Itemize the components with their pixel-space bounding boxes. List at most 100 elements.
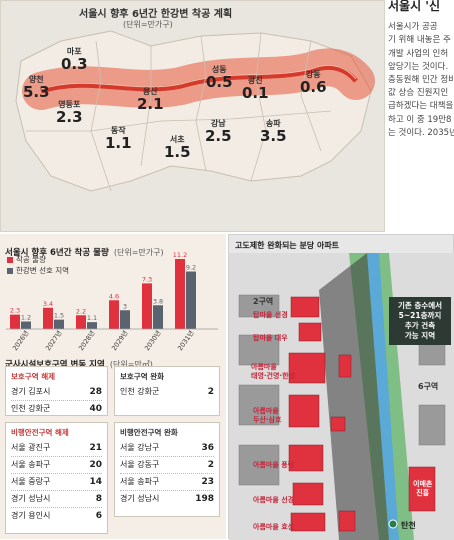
bar-value-label: 2.3 bbox=[10, 307, 20, 315]
district-value: 0.1 bbox=[242, 84, 269, 102]
district-songpa: 송파 3.5 bbox=[260, 118, 287, 144]
article-line: 는 것이다. 2035년까지 bbox=[388, 127, 454, 138]
district-value: 0.5 bbox=[206, 73, 233, 91]
district-value: 1.5 bbox=[164, 143, 191, 161]
bar-preferred bbox=[21, 321, 31, 329]
district-value: 2.3 bbox=[56, 108, 83, 126]
district-value: 2.1 bbox=[137, 95, 164, 113]
table-row: 인천 강화군 2 bbox=[120, 387, 214, 397]
district-name: 성동 bbox=[211, 65, 227, 74]
district-yeongdeungpo: 영등포 2.3 bbox=[56, 99, 83, 125]
bar-preferred bbox=[87, 322, 97, 329]
district-name: 강남 bbox=[210, 119, 226, 128]
bar-value-label: 3.8 bbox=[153, 297, 163, 305]
legend-item-total: 착공 물량 bbox=[7, 254, 69, 265]
bar-value-label: 11.2 bbox=[173, 251, 187, 259]
chart-title: 서울시 향후 6년간 착공 물량 bbox=[5, 248, 109, 258]
table-header: 비행안전구역 완화 bbox=[120, 428, 178, 437]
military-unit: (단위=만㎡) bbox=[109, 360, 153, 369]
article-line: 서울시가 공공 bbox=[388, 22, 438, 33]
bar-value-label: 9.2 bbox=[186, 264, 196, 272]
table-row: 경기 김포시 28 bbox=[11, 387, 102, 397]
article-line: 앞당기는 것이다. bbox=[388, 61, 449, 72]
table-row: 서울 강동구 2 bbox=[120, 460, 214, 470]
military-header: 군사시설보호구역 변동 지역 (단위=만㎡) bbox=[5, 352, 153, 371]
district-name: 용산 bbox=[142, 87, 158, 96]
table-flight-release: 비행안전구역 해제 서울 광진구 21 서울 송파구 20 서울 중랑구 14 경기 … bbox=[5, 422, 108, 534]
height-relief-note: 기존 층수에서 5~21층까지 추가 건축 가능 지역 bbox=[389, 297, 451, 345]
chart-unit: (단위=만가구) bbox=[113, 248, 164, 257]
district-value: 3.5 bbox=[260, 127, 287, 145]
article-line: 값 상승 진원지인 bbox=[388, 88, 449, 99]
bar-value-label: 1.1 bbox=[87, 314, 97, 322]
district-gwangjin: 광진 0.1 bbox=[242, 75, 269, 101]
bar-chart: 2.31.2 2026년 3.41.5 2027년 2.21.1 2028년 4.6 3 202… bbox=[6, 251, 218, 353]
bar-preferred bbox=[54, 319, 64, 329]
x-tick-label: 2030년 bbox=[142, 329, 162, 353]
bar-preferred bbox=[186, 271, 196, 329]
x-tick-label: 2028년 bbox=[76, 329, 96, 353]
bar-total bbox=[175, 259, 185, 329]
bar-value-label: 2.2 bbox=[76, 307, 86, 315]
article-headline: 서울시 '신 bbox=[388, 0, 441, 13]
table-row: 서울 광진구 21 bbox=[11, 443, 102, 453]
district-value: 5.3 bbox=[23, 83, 50, 101]
table-row: 인천 강화군 40 bbox=[11, 404, 102, 414]
bar-total bbox=[109, 300, 119, 329]
table-protect-release: 보호구역 해제 경기 김포시 28 인천 강화군 40 bbox=[5, 366, 108, 416]
apt-label: 탑마을 선경 bbox=[253, 311, 288, 319]
map-title: 서울시 향후 6년간 한강변 착공 계획 bbox=[79, 9, 233, 20]
table-header: 비행안전구역 해제 bbox=[11, 428, 69, 437]
district-name: 송파 bbox=[265, 119, 281, 128]
bar-value-label: 4.6 bbox=[109, 292, 119, 300]
district-yongsan: 용산 2.1 bbox=[137, 86, 164, 112]
bar-preferred bbox=[153, 305, 163, 329]
table-row: 경기 성남시 8 bbox=[11, 494, 102, 504]
article-line: 개발 사업의 인허 bbox=[388, 48, 449, 59]
bar-total bbox=[10, 314, 20, 329]
zone-6-label: 6구역 bbox=[418, 382, 439, 391]
x-tick-label: 2031년 bbox=[175, 329, 195, 353]
apt-label: 아름마을 선경 bbox=[253, 496, 295, 504]
legend-swatch bbox=[7, 268, 13, 274]
district-mapo: 마포 0.3 bbox=[61, 46, 88, 72]
apt-title: 고도제한 완화되는 분당 아파트 bbox=[235, 241, 340, 250]
x-tick-label: 2027년 bbox=[43, 329, 63, 353]
table-header: 보호구역 해제 bbox=[11, 372, 56, 381]
district-name: 동작 bbox=[110, 126, 126, 135]
apt-label: 아름마을 효성 bbox=[253, 523, 295, 531]
table-protect-ease: 보호구역 완화 인천 강화군 2 bbox=[114, 366, 220, 416]
article-line: 기 위해 내놓은 주 bbox=[388, 35, 451, 46]
table-header: 보호구역 완화 bbox=[120, 372, 165, 381]
seoul-han-river-map: 서울시 향후 6년간 한강변 착공 계획 (단위=만가구) 마포 0.3 양천 … bbox=[0, 0, 385, 232]
district-seongdong: 성동 0.5 bbox=[206, 64, 233, 90]
legend-item-preferred: 한강변 선호 지역 bbox=[7, 265, 69, 276]
district-dongjak: 동작 1.1 bbox=[105, 125, 132, 151]
district-name: 마포 bbox=[66, 47, 82, 56]
apt-label: 아름마을 태영·건영·한성 bbox=[251, 363, 295, 380]
bar-value-label: 1.2 bbox=[21, 314, 31, 322]
apt-label: 아름마을 풍림 bbox=[253, 461, 295, 469]
district-yangcheon: 양천 5.3 bbox=[23, 74, 50, 100]
apt-label: 이매촌 진흥 bbox=[413, 480, 433, 497]
chart-legend: 착공 물량 한강변 선호 지역 bbox=[7, 254, 69, 276]
table-flight-ease: 비행안전구역 완화 서울 강남구 36 서울 강동구 2 서울 송파구 23 경기 성… bbox=[114, 422, 220, 517]
district-value: 2.5 bbox=[205, 127, 232, 145]
article-line: 하고 이 중 19만8 bbox=[388, 114, 452, 125]
bar-value-label: 1.5 bbox=[54, 312, 64, 320]
bar-value-label: 7.3 bbox=[142, 275, 152, 283]
bar-value-label: 3 bbox=[123, 302, 127, 310]
bar-value-label: 3.4 bbox=[43, 300, 53, 308]
article-line: 충동원해 민간 정비 bbox=[388, 75, 454, 86]
district-seocho: 서초 1.5 bbox=[164, 134, 191, 160]
table-row: 서울 강남구 36 bbox=[120, 443, 214, 453]
military-title: 군사시설보호구역 변동 지역 bbox=[5, 360, 105, 370]
district-value: 1.1 bbox=[105, 134, 132, 152]
bar-total bbox=[142, 283, 152, 329]
table-row: 서울 송파구 20 bbox=[11, 460, 102, 470]
zone-2-label: 2구역 bbox=[253, 297, 274, 306]
district-value: 0.6 bbox=[300, 78, 327, 96]
article-line: 급하겠다는 대책을 bbox=[388, 101, 454, 112]
station-label: 탄천 bbox=[401, 521, 416, 530]
district-name: 광진 bbox=[247, 76, 263, 85]
